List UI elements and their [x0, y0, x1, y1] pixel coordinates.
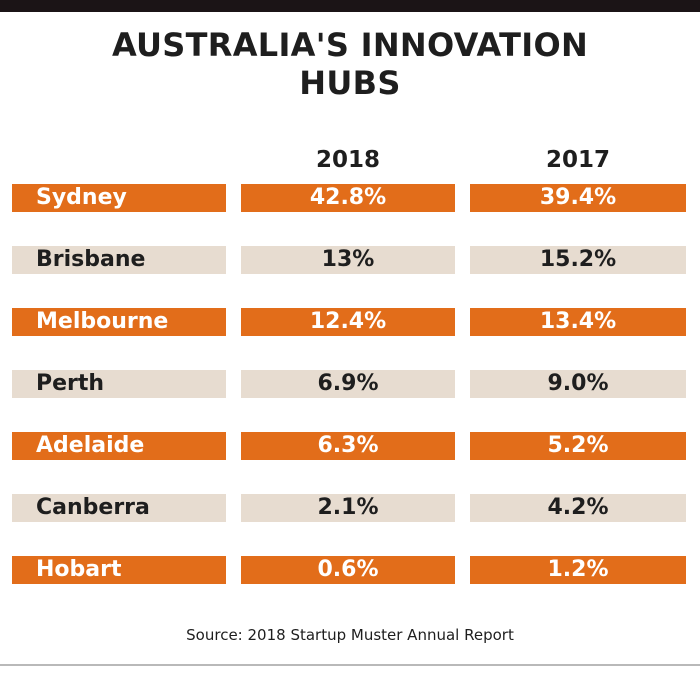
value-2017: 13.4%: [470, 308, 686, 336]
value-2017: 15.2%: [470, 246, 686, 274]
city-label: Canberra: [12, 494, 226, 522]
city-label: Sydney: [12, 184, 226, 212]
value-2017: 4.2%: [470, 494, 686, 522]
column-header-2018: 2018: [315, 147, 380, 173]
top-bar: [0, 0, 700, 12]
title-line-1: AUSTRALIA'S INNOVATION: [111, 26, 589, 64]
chart-title: AUSTRALIA'S INNOVATION HUBS: [0, 26, 700, 102]
value-2017: 9.0%: [470, 370, 686, 398]
value-2018: 12.4%: [241, 308, 455, 336]
city-label: Hobart: [12, 556, 226, 584]
column-header-2017: 2017: [545, 147, 610, 173]
city-label: Adelaide: [12, 432, 226, 460]
value-2018: 13%: [241, 246, 455, 274]
value-2018: 2.1%: [241, 494, 455, 522]
city-label: Melbourne: [12, 308, 226, 336]
city-label: Perth: [12, 370, 226, 398]
value-2017: 1.2%: [470, 556, 686, 584]
value-2017: 39.4%: [470, 184, 686, 212]
value-2018: 0.6%: [241, 556, 455, 584]
value-2018: 6.3%: [241, 432, 455, 460]
source-note: Source: 2018 Startup Muster Annual Repor…: [186, 626, 514, 644]
value-2018: 42.8%: [241, 184, 455, 212]
value-2018: 6.9%: [241, 370, 455, 398]
bottom-divider: [0, 664, 700, 666]
title-line-2: HUBS: [299, 64, 401, 102]
value-2017: 5.2%: [470, 432, 686, 460]
city-label: Brisbane: [12, 246, 226, 274]
